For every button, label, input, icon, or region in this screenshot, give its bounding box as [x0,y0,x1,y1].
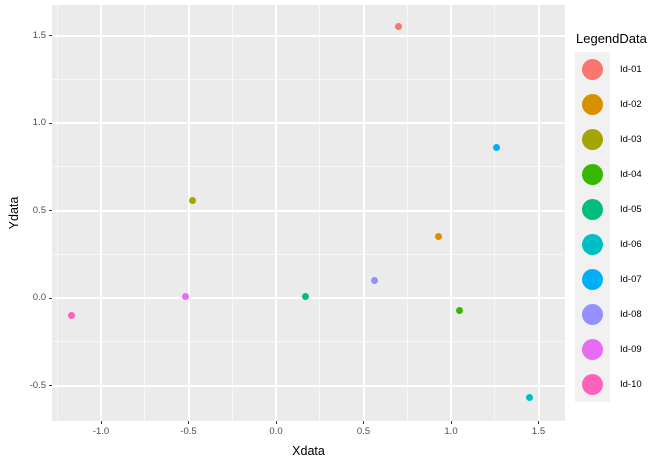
data-point-id-01 [395,23,402,31]
legend-swatch-id-07 [582,269,603,290]
x-major-gridline [450,5,452,421]
y-tick-label: 0.5 [32,204,46,216]
data-point-id-02 [435,233,443,241]
legend-label: Id-01 [620,63,642,75]
legend-swatch-id-06 [582,234,603,255]
x-axis-tick [100,421,102,424]
x-major-gridline [100,5,102,421]
legend-label: Id-08 [620,308,642,320]
y-minor-gridline [52,78,565,80]
data-point-id-04 [456,306,464,314]
legend-label: Id-05 [620,203,642,215]
data-point-id-05 [302,292,310,300]
legend-label: Id-10 [620,378,642,390]
x-axis-tick [275,421,277,424]
x-tick-label: -1.0 [92,426,110,437]
y-tick-label: 0.0 [32,292,46,303]
legend-label: Id-09 [620,343,642,355]
legend-title: LegendData [576,31,647,46]
legend-swatch-id-10 [582,374,603,395]
plot-panel [52,5,565,421]
x-major-gridline [275,5,277,421]
y-axis-tick [49,122,52,124]
legend-swatch-id-08 [582,304,603,325]
data-point-id-10 [67,312,75,319]
legend-label: Id-06 [620,238,642,250]
x-axis-tick [450,421,452,424]
x-minor-gridline [494,5,496,421]
legend-label: Id-02 [620,98,642,110]
legend-swatch-id-05 [582,199,603,220]
x-tick-label: -0.5 [180,426,197,437]
x-minor-gridline [144,5,146,421]
x-tick-label: 0.5 [356,426,371,437]
y-major-gridline [52,122,565,124]
y-minor-gridline [52,341,565,343]
legend-swatch-id-01 [582,59,603,80]
data-point-id-06 [526,394,534,402]
y-tick-label: 1.5 [32,29,46,41]
y-minor-gridline [52,253,565,255]
x-minor-gridline [231,5,233,421]
y-axis-tick [49,297,52,299]
legend-swatch-id-09 [582,339,603,360]
y-major-gridline [52,34,565,37]
legend-swatch-id-04 [582,164,603,185]
legend-swatch-id-02 [582,94,603,115]
x-minor-gridline [56,5,58,421]
data-point-id-03 [188,196,196,204]
y-axis-tick [49,385,52,386]
y-minor-gridline [52,166,565,168]
legend-label: Id-07 [620,273,642,285]
x-axis-tick [188,421,189,424]
y-major-gridline [52,384,565,387]
x-major-gridline [537,5,540,421]
y-axis-tick [49,210,52,211]
x-major-gridline [187,5,190,421]
x-tick-label: 1.5 [531,426,546,437]
x-tick-label: 0.0 [269,426,283,437]
data-point-id-09 [181,292,189,300]
x-minor-gridline [319,5,321,421]
legend-label: Id-03 [620,133,642,145]
data-point-id-07 [493,144,500,151]
x-axis-tick [538,421,539,424]
y-axis-tick [49,35,52,36]
legend-swatch-id-03 [582,129,603,150]
legend-label: Id-04 [620,168,642,180]
x-axis-title: Xdata [292,444,325,458]
y-major-gridline [52,209,565,212]
x-tick-label: 1.0 [444,426,458,437]
y-tick-label: 1.0 [32,117,46,128]
x-major-gridline [362,5,365,421]
data-point-id-08 [370,277,378,284]
x-axis-tick [363,421,364,424]
y-tick-label: -0.5 [29,379,46,391]
x-minor-gridline [406,5,408,421]
